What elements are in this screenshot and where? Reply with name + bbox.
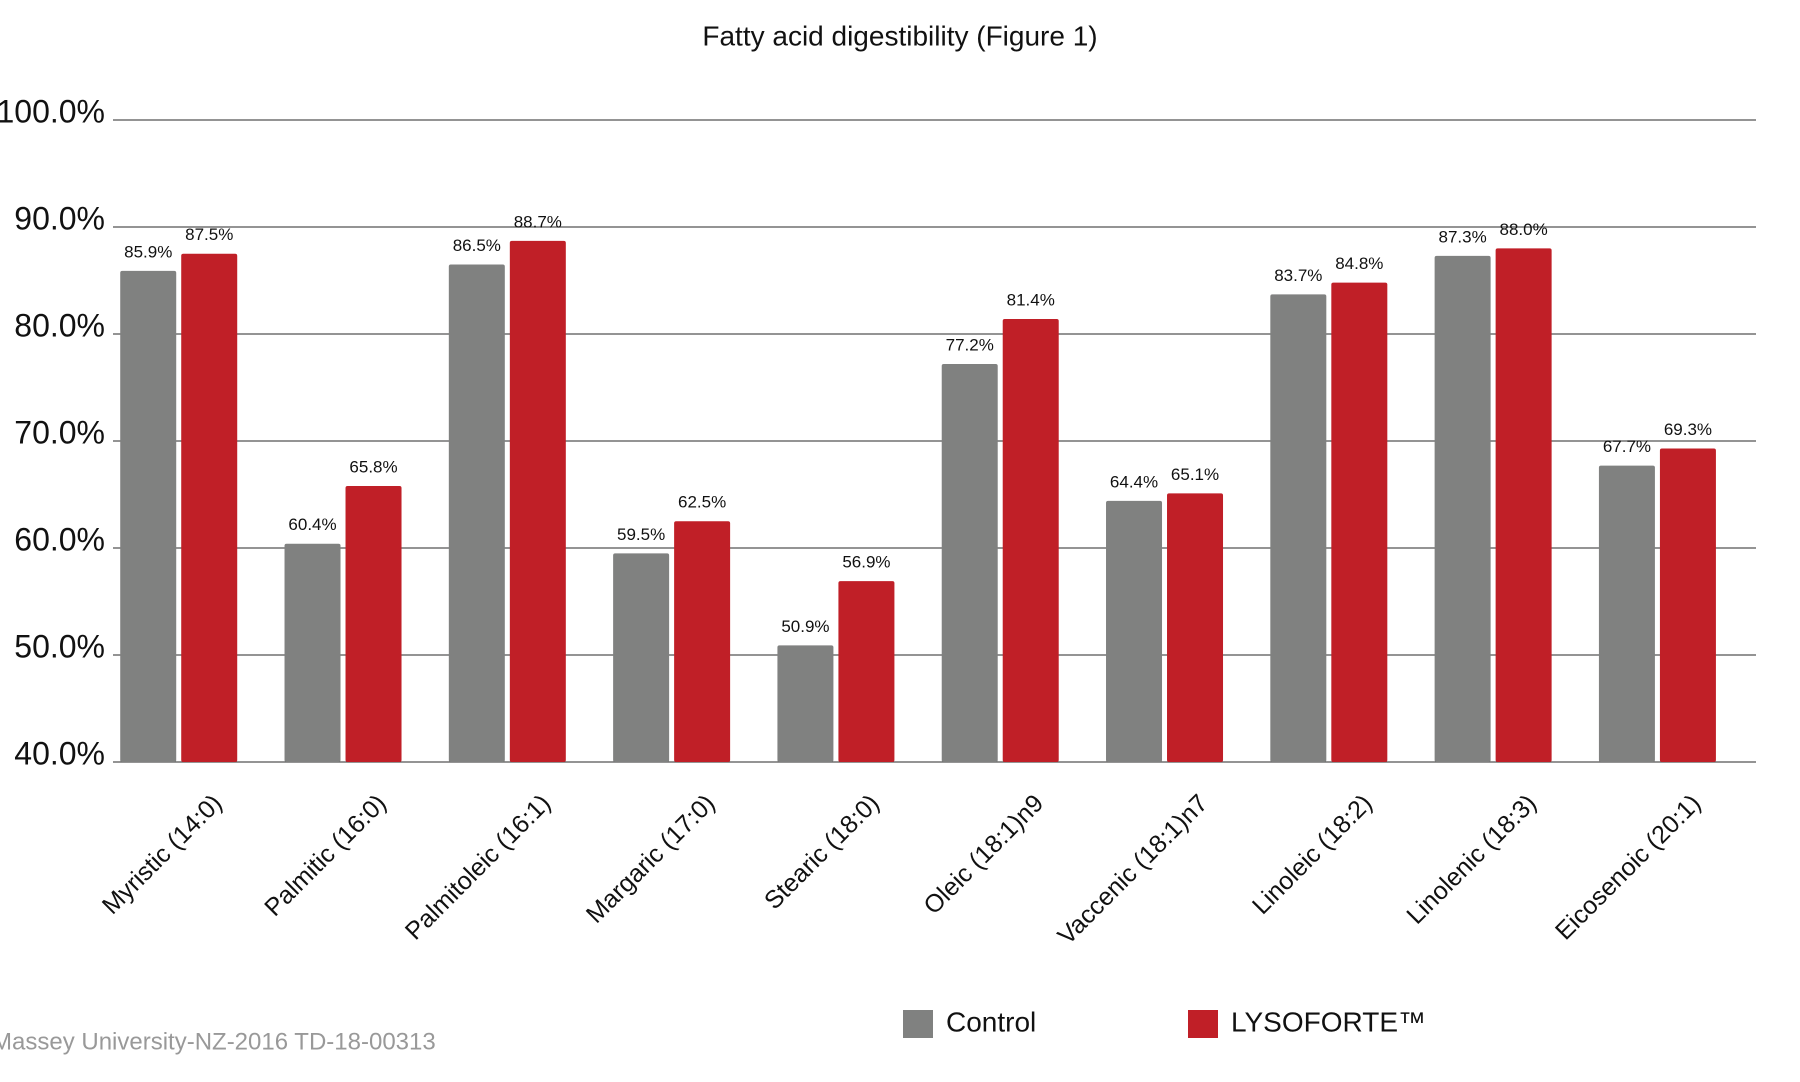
legend-label: LYSOFORTE™ [1231, 1006, 1426, 1037]
bar [941, 363, 998, 762]
value-label: 65.1% [1171, 465, 1219, 484]
bar [1495, 248, 1552, 762]
value-label: 59.5% [617, 525, 665, 544]
y-tick-label: 70.0% [14, 414, 105, 450]
value-label: 87.5% [185, 225, 233, 244]
x-tick-label: Vaccenic (18:1)n7 [1052, 789, 1213, 950]
x-tick-label: Palmitoleic (16:1) [400, 789, 556, 945]
y-tick-label: 60.0% [14, 521, 105, 557]
legend-label: Control [946, 1006, 1036, 1037]
source-note: Massey University-NZ-2016 TD-18-00313 [0, 1028, 436, 1055]
value-label: 62.5% [678, 493, 726, 512]
value-label: 56.9% [842, 553, 890, 572]
bar [284, 543, 341, 762]
value-label: 65.8% [349, 457, 397, 476]
x-tick-label: Myristic (14:0) [97, 789, 228, 920]
value-label: 69.3% [1664, 420, 1712, 439]
value-label: 50.9% [781, 617, 829, 636]
value-label: 87.3% [1439, 227, 1487, 246]
value-label: 77.2% [946, 335, 994, 354]
value-label: 88.0% [1500, 220, 1548, 239]
bar [1331, 282, 1388, 762]
bar [120, 270, 177, 762]
x-tick-label: Oleic (18:1)n9 [918, 789, 1049, 920]
bar [1106, 500, 1163, 762]
bar [613, 553, 670, 762]
y-tick-label: 50.0% [14, 628, 105, 664]
x-tick-label: Palmitic (16:0) [259, 789, 392, 922]
y-tick-label: 100.0% [0, 93, 105, 129]
value-label: 81.4% [1007, 291, 1055, 310]
value-label: 84.8% [1335, 254, 1383, 273]
x-tick-label: Linoleic (18:2) [1247, 789, 1378, 920]
bar [1598, 465, 1655, 762]
bar [674, 521, 731, 762]
legend-swatch [1188, 1010, 1218, 1038]
bar [181, 253, 238, 762]
x-tick-label: Eicosenoic (20:1) [1550, 789, 1706, 945]
value-label: 67.7% [1603, 437, 1651, 456]
value-label: 85.9% [124, 242, 172, 261]
x-tick-label: Linolenic (18:3) [1401, 789, 1542, 930]
x-tick-label: Stearic (18:0) [759, 789, 885, 915]
bar [509, 240, 566, 762]
value-label: 83.7% [1274, 266, 1322, 285]
x-tick-label: Margaric (17:0) [581, 789, 721, 929]
chart-title: Fatty acid digestibility (Figure 1) [702, 20, 1097, 51]
bar [1659, 448, 1716, 762]
y-tick-label: 40.0% [14, 735, 105, 771]
bar [1434, 255, 1491, 762]
y-tick-label: 80.0% [14, 307, 105, 343]
bar [345, 485, 402, 762]
bar [448, 264, 505, 762]
value-label: 60.4% [288, 515, 336, 534]
y-tick-label: 90.0% [14, 200, 105, 236]
value-label: 88.7% [514, 212, 562, 231]
legend-swatch [903, 1010, 933, 1038]
bar [1002, 319, 1059, 762]
value-label: 64.4% [1110, 472, 1158, 491]
bar [777, 645, 834, 762]
bar [1270, 294, 1327, 762]
bar [1167, 493, 1224, 762]
bar [838, 581, 895, 762]
value-label: 86.5% [453, 236, 501, 255]
